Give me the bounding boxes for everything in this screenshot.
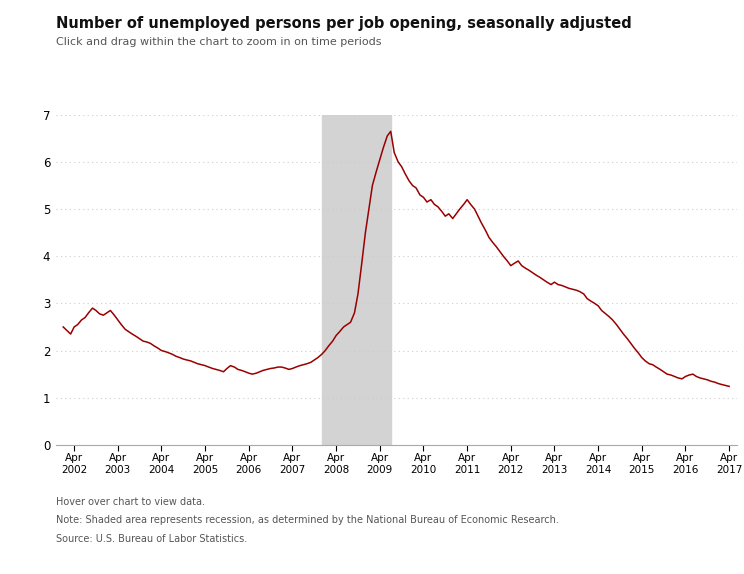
Text: Hover over chart to view data.: Hover over chart to view data. — [56, 497, 205, 506]
Text: Click and drag within the chart to zoom in on time periods: Click and drag within the chart to zoom … — [56, 37, 382, 47]
Text: Number of unemployed persons per job opening, seasonally adjusted: Number of unemployed persons per job ope… — [56, 16, 632, 31]
Bar — [321, 115, 391, 445]
Text: Source: U.S. Bureau of Labor Statistics.: Source: U.S. Bureau of Labor Statistics. — [56, 534, 247, 544]
Text: Note: Shaded area represents recession, as determined by the National Bureau of : Note: Shaded area represents recession, … — [56, 515, 559, 525]
